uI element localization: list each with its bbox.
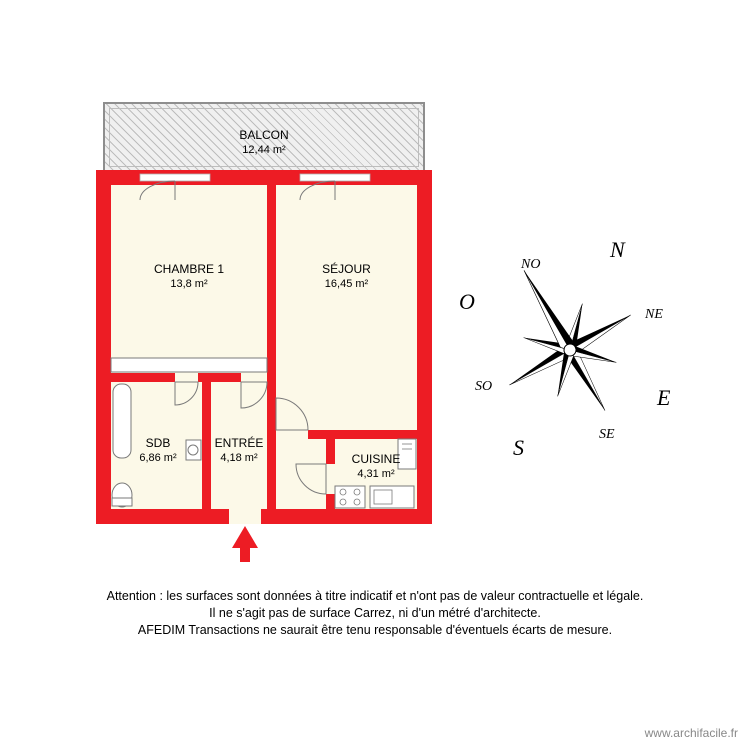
compass-e: E: [657, 385, 670, 411]
compass-s: S: [513, 435, 524, 461]
chambre-label: CHAMBRE 1 13,8 m²: [111, 262, 267, 290]
sdb-label: SDB 6,86 m²: [128, 436, 188, 464]
cuisine-area: 4,31 m²: [357, 468, 394, 480]
compass-so: SO: [475, 379, 492, 395]
disclaimer-line3: AFEDIM Transactions ne saurait être tenu…: [138, 623, 612, 637]
sejour-area: 16,45 m²: [325, 278, 368, 290]
entree-name: ENTRÉE: [215, 436, 264, 450]
entry-arrow-icon: [232, 526, 258, 562]
compass-ne: NE: [645, 307, 663, 323]
disclaimer-line1: Attention : les surfaces sont données à …: [107, 589, 644, 603]
cuisine-label: CUISINE 4,31 m²: [335, 452, 417, 480]
sdb-name: SDB: [146, 436, 171, 450]
disclaimer-line2: Il ne s'agit pas de surface Carrez, ni d…: [209, 606, 541, 620]
chambre-name: CHAMBRE 1: [154, 262, 224, 276]
disclaimer-text: Attention : les surfaces sont données à …: [0, 588, 750, 639]
website-link: www.archifacile.fr: [645, 726, 738, 740]
chambre-area: 13,8 m²: [170, 278, 207, 290]
sejour-name: SÉJOUR: [322, 262, 371, 276]
cuisine-name: CUISINE: [352, 452, 401, 466]
compass-o: O: [459, 289, 475, 315]
entree-label: ENTRÉE 4,18 m²: [207, 436, 271, 464]
compass-no: NO: [521, 257, 540, 273]
sejour-label: SÉJOUR 16,45 m²: [276, 262, 417, 290]
compass-rose: N S E O NE SE SO NO: [465, 245, 675, 455]
entree-area: 4,18 m²: [220, 452, 257, 464]
compass-n: N: [610, 237, 625, 263]
floorplan-canvas: { "plan_type": "apartment-floorplan", "c…: [0, 0, 750, 750]
compass-se: SE: [599, 427, 615, 443]
sdb-area: 6,86 m²: [139, 452, 176, 464]
